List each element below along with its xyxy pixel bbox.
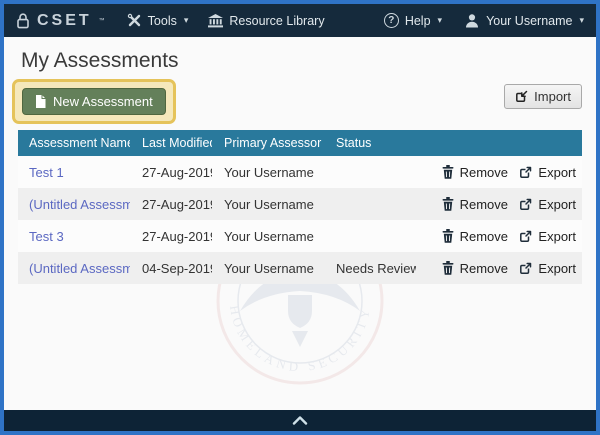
trash-icon [442,229,454,243]
assessment-name-cell: (Untitled Assessment) [18,197,130,212]
remove-button[interactable]: Remove [416,165,510,180]
chevron-up-icon [292,416,308,425]
last-modified-cell: 04-Sep-2019 [142,260,212,276]
page-title: My Assessments [21,49,179,72]
export-icon [519,230,532,243]
trash-icon [442,197,454,211]
seal-ring-text: HOMELAND SECURITY [227,304,369,374]
resource-library-link[interactable]: Resource Library [208,13,325,28]
export-button[interactable]: Export [510,261,582,276]
column-header-assessment-name: Assessment Name [29,136,130,150]
import-icon [515,90,528,103]
toolbar: New Assessment Import [12,79,588,124]
assessment-name-cell: Test 3 [18,229,130,244]
chevron-down-icon: ▾ [437,15,443,25]
tools-menu[interactable]: Tools ▾ [127,13,189,28]
export-label: Export [538,196,576,212]
assessments-table: Assessment Name Last Modified Primary As… [18,130,582,284]
export-icon [519,166,532,179]
help-icon: ? [383,13,399,28]
assessment-name-link[interactable]: Test 1 [29,164,64,180]
username-label: Your Username [486,13,573,28]
collapse-bar[interactable] [4,410,596,431]
top-nav-bar: CSET ™ Tools ▾ [4,4,596,37]
remove-label: Remove [459,260,508,276]
last-modified-cell: 27-Aug-2019 [142,228,212,244]
remove-button[interactable]: Remove [416,261,510,276]
primary-assessor-cell: Your Username [224,228,314,244]
export-label: Export [538,164,576,180]
column-header-last-modified: Last Modified [142,136,212,150]
remove-label: Remove [459,164,508,180]
status-cell: Needs Review [336,260,416,276]
column-header-status: Status [336,136,372,150]
table-row: (Untitled Assessment) 27-Aug-2019 Your U… [18,188,582,220]
last-modified-cell: 27-Aug-2019 [142,196,212,212]
column-header-primary-assessor: Primary Assessor [224,136,322,150]
assessment-name-link[interactable]: (Untitled Assessment) [29,196,130,212]
chevron-down-icon: ▾ [183,15,189,25]
file-plus-icon [35,95,46,108]
primary-assessor-cell: Your Username [224,196,314,212]
export-icon [519,198,532,211]
remove-button[interactable]: Remove [416,197,510,212]
assessment-name-cell: Test 1 [18,165,130,180]
tools-icon [127,13,142,28]
new-assessment-label: New Assessment [53,94,153,109]
assessment-name-link[interactable]: Test 3 [29,228,64,244]
table-row: (Untitled Assessment) 04-Sep-2019 Your U… [18,252,582,284]
table-row: Test 1 27-Aug-2019 Your Username Remove [18,156,582,188]
assessment-name-link[interactable]: (Untitled Assessment) [29,260,130,276]
chevron-down-icon: ▾ [579,15,584,25]
assessment-name-cell: (Untitled Assessment) [18,261,130,276]
main-content: HOMELAND SECURITY My Assessments [4,37,596,410]
trash-icon [442,261,454,275]
export-button[interactable]: Export [510,197,582,212]
import-label: Import [534,89,571,104]
assessment-rows: Test 1 27-Aug-2019 Your Username Remove [18,156,582,284]
primary-assessor-cell: Your Username [224,164,314,180]
tools-label: Tools [147,13,177,28]
export-label: Export [538,228,576,244]
bank-icon [208,13,224,28]
help-label: Help [404,13,431,28]
lock-icon [16,12,30,29]
primary-assessor-cell: Your Username [224,260,314,276]
export-icon [519,262,532,275]
tour-highlight-box: New Assessment [12,79,176,124]
cset-wordmark: CSET [37,11,92,29]
export-button[interactable]: Export [510,165,582,180]
svg-text:HOMELAND SECURITY: HOMELAND SECURITY [227,304,373,374]
remove-label: Remove [459,196,508,212]
cset-logo[interactable]: CSET ™ [16,12,105,30]
export-button[interactable]: Export [510,229,582,244]
table-row: Test 3 27-Aug-2019 Your Username Remove [18,220,582,252]
trademark-symbol: ™ [98,17,105,24]
table-header-row: Assessment Name Last Modified Primary As… [18,130,582,156]
import-button[interactable]: Import [504,84,582,109]
export-label: Export [538,260,576,276]
top-nav-right: ? Help ▾ Your Username ▾ [362,13,584,28]
last-modified-cell: 27-Aug-2019 [142,164,212,180]
remove-button[interactable]: Remove [416,229,510,244]
trash-icon [442,165,454,179]
new-assessment-button[interactable]: New Assessment [22,88,166,115]
resource-library-label: Resource Library [229,13,325,28]
help-menu[interactable]: ? Help ▾ [383,13,443,28]
remove-label: Remove [459,228,508,244]
user-menu[interactable]: Your Username ▾ [464,13,584,28]
user-icon [464,13,480,28]
